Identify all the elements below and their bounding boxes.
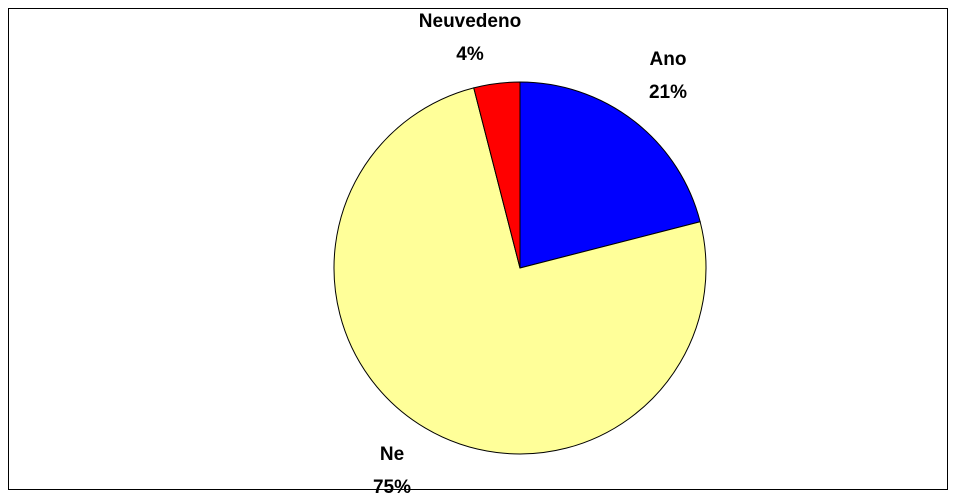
slice-label: Ne	[380, 444, 404, 465]
pie-slice	[473, 81, 521, 269]
pie-slice	[519, 81, 701, 269]
pie-slice	[333, 87, 707, 455]
slice-label: Ano	[650, 49, 687, 70]
slice-value-label: 4%	[456, 44, 484, 65]
slice-label: Neuvedeno	[419, 11, 521, 32]
slice-value-label: 21%	[649, 82, 687, 103]
slice-value-label: 75%	[373, 477, 411, 497]
